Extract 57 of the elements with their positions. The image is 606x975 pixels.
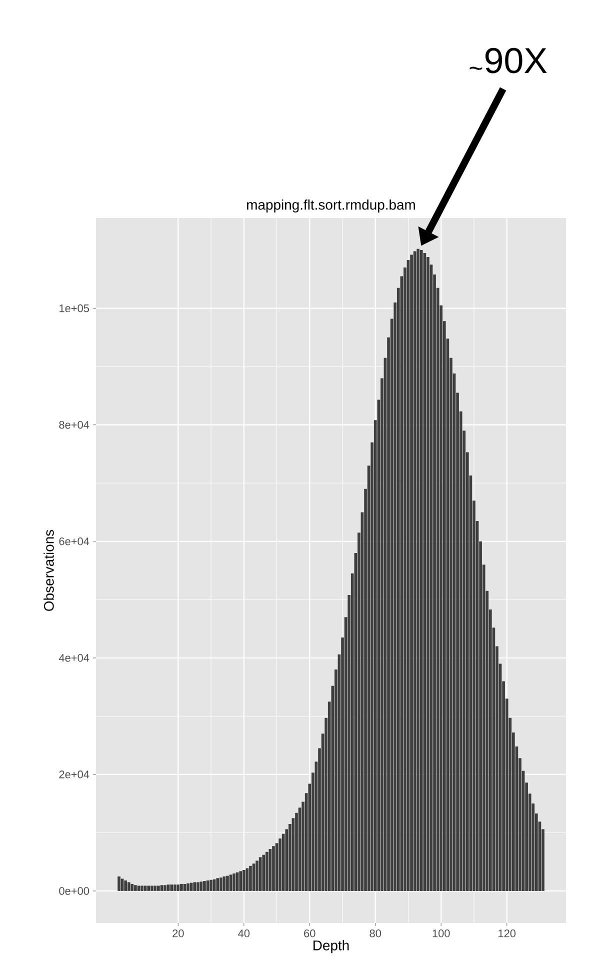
y-tick-label: 6e+04 — [59, 537, 90, 546]
bar — [426, 257, 430, 891]
x-axis-title: Depth — [314, 940, 349, 954]
bar — [262, 854, 266, 891]
bar — [124, 880, 127, 891]
chart-title: mapping.flt.sort.rmdup.bam — [247, 199, 415, 212]
bar — [160, 885, 164, 891]
bar — [120, 878, 124, 891]
bar — [410, 254, 413, 891]
bar — [249, 866, 252, 891]
x-tick-label: 120 — [498, 930, 516, 938]
bar — [186, 883, 190, 891]
bar — [219, 878, 222, 891]
bar — [210, 880, 212, 891]
x-tick-label: 80 — [370, 930, 382, 938]
text: $_{~}$90X — [470, 48, 547, 74]
bar — [180, 884, 183, 891]
bar — [130, 884, 134, 891]
bar — [256, 860, 258, 891]
bar — [164, 885, 166, 891]
bar — [226, 876, 229, 891]
y-tick-label: 4e+04 — [58, 654, 90, 662]
bar — [173, 884, 176, 891]
bar — [147, 886, 150, 891]
bar — [232, 873, 236, 891]
bar — [134, 885, 137, 891]
bar — [258, 857, 262, 891]
bar — [420, 250, 423, 891]
bar — [242, 870, 246, 891]
bar — [127, 882, 130, 891]
bar — [140, 886, 144, 891]
bar — [176, 884, 180, 891]
x-tick-label: 60 — [304, 930, 316, 938]
bar — [137, 886, 140, 891]
bar — [239, 871, 242, 891]
y-axis-title: Observations — [44, 530, 54, 611]
bar — [157, 886, 160, 891]
bar — [216, 878, 220, 891]
y-tick-label: 8e+04 — [59, 420, 90, 429]
bar — [118, 876, 120, 891]
bar — [154, 886, 157, 891]
x-tick-label: 40 — [238, 930, 250, 938]
bar — [170, 884, 174, 891]
x-tick-label: 20 — [172, 930, 184, 938]
y-tick-label: 2e+04 — [59, 770, 90, 778]
y-tick-label: 0e+00 — [59, 887, 90, 895]
bar — [266, 852, 268, 891]
bar — [150, 886, 154, 891]
bar — [196, 882, 200, 891]
bar — [193, 882, 196, 891]
bar — [144, 886, 147, 891]
y-tick-label: 1e+05 — [60, 304, 90, 312]
bar — [200, 882, 203, 891]
bar — [203, 881, 206, 891]
bar — [272, 846, 275, 891]
x-tick-label: 100 — [432, 930, 450, 938]
bar — [416, 248, 420, 891]
